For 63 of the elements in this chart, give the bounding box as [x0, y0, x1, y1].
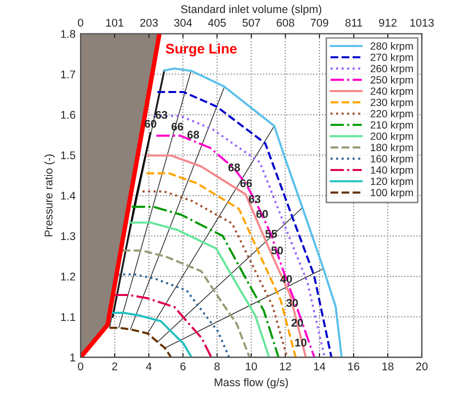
x2-tick-label: 1013 [410, 18, 434, 27]
x-tick-label: 18 [382, 362, 394, 370]
legend-label: 220 krpm [370, 110, 413, 120]
y-tick-label: 1 [70, 354, 76, 362]
annotation: 40 [280, 275, 292, 284]
annotation: 68 [187, 130, 200, 139]
x2-tick-label: 304 [174, 18, 192, 27]
x2-axis-title: Standard inlet volume (slpm) [181, 4, 322, 16]
annotation: 10 [295, 338, 306, 347]
y-tick-label: 1.4 [61, 192, 76, 200]
x-axis-title: Mass flow (g/s) [214, 378, 288, 388]
x-tick-label: 8 [214, 362, 220, 370]
y-tick-label: 1.7 [61, 70, 76, 78]
x-tick-label: 14 [314, 362, 326, 370]
legend-label: 200 krpm [370, 132, 413, 142]
legend-label: 260 krpm [370, 64, 413, 74]
legend-label: 240 krpm [370, 87, 413, 97]
series-label: Surge Line [166, 43, 237, 56]
legend-label: 210 krpm [370, 120, 413, 131]
y-tick-label: 1.6 [61, 110, 76, 119]
annotation: 20 [292, 318, 304, 327]
annotation: 68 [228, 164, 240, 172]
legend-label: 140 krpm [370, 166, 413, 176]
x2-tick-label: 405 [208, 18, 226, 27]
line-series [108, 326, 172, 358]
x-tick-label: 10 [246, 362, 257, 370]
legend-label: 120 krpm [370, 177, 413, 188]
x2-tick-label: 811 [345, 18, 362, 27]
y-tick-label: 1.3 [61, 232, 76, 240]
x-tick-label: 12 [280, 362, 291, 370]
x2-tick-label: 507 [242, 18, 260, 27]
x2-tick-label: 203 [140, 18, 158, 27]
line-series [113, 294, 212, 358]
line-series [110, 312, 193, 358]
legend-label: 230 krpm [370, 98, 413, 108]
line-series [116, 273, 230, 358]
x2-tick-label: 101 [106, 18, 124, 27]
y-tick-label: 1.1 [61, 313, 76, 321]
y-tick-label: 1.2 [61, 272, 76, 280]
legend-label: 280 krpm [370, 42, 413, 52]
legend-label: 100 krpm [370, 188, 413, 198]
line-series [122, 249, 251, 358]
y-axis-title: Pressure ratio (-) [44, 154, 55, 236]
annotation: 66 [240, 179, 252, 188]
annotation: 63 [248, 195, 260, 203]
y-tick-label: 1.5 [61, 151, 76, 160]
legend-label: 180 krpm [370, 144, 413, 154]
x-tick-label: 0 [78, 362, 84, 370]
annotation: 63 [156, 110, 168, 119]
annotation: 30 [286, 299, 298, 307]
x2-tick-label: 709 [310, 18, 328, 27]
x2-tick-label: 912 [379, 18, 397, 27]
x2-tick-label: 608 [276, 18, 294, 27]
x-tick-label: 16 [348, 362, 360, 370]
legend-label: 270 krpm [370, 53, 413, 64]
x-tick-label: 2 [112, 362, 118, 370]
x-tick-label: 6 [180, 362, 186, 370]
x-tick-label: 4 [146, 362, 152, 370]
legend-label: 250 krpm [370, 76, 413, 86]
y-tick-label: 1.8 [61, 30, 76, 38]
x-tick-label: 20 [416, 362, 428, 370]
x2-tick-label: 0 [78, 18, 84, 27]
legend-label: 160 krpm [370, 154, 413, 165]
